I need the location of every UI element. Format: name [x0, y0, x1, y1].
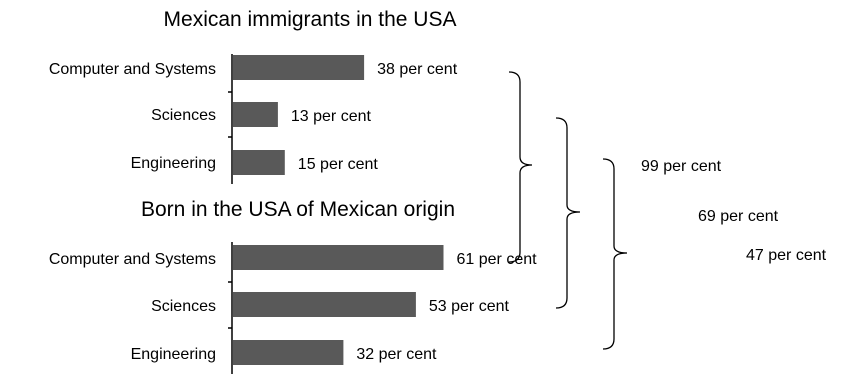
category-label: Computer and Systems	[49, 251, 216, 268]
category-label: Engineering	[131, 346, 216, 363]
total-label-sciences: 69 per cent	[698, 208, 779, 225]
panel-immigrants: Mexican immigrants in the USA Computer a…	[49, 8, 458, 184]
data-label: 15 per cent	[298, 156, 379, 173]
bar-born-usa-engineering	[233, 340, 344, 365]
data-label: 13 per cent	[291, 108, 372, 125]
bracket-engineering	[602, 158, 628, 350]
data-label: 53 per cent	[429, 298, 510, 315]
panel-born-usa: Born in the USA of Mexican origin Comput…	[49, 198, 537, 374]
bracket-computer	[508, 71, 533, 263]
data-label: 61 per cent	[457, 251, 538, 268]
total-label-engineering: 47 per cent	[746, 247, 827, 264]
category-label: Sciences	[151, 107, 216, 124]
data-label: 38 per cent	[377, 61, 458, 78]
data-label: 32 per cent	[356, 346, 437, 363]
bar-born-usa-computer	[233, 245, 444, 270]
chart-title-immigrants: Mexican immigrants in the USA	[164, 8, 457, 31]
bar-immigrants-computer	[233, 55, 365, 80]
total-label-computer: 99 per cent	[641, 158, 722, 175]
bar-immigrants-sciences	[233, 102, 278, 127]
category-label: Sciences	[151, 298, 216, 315]
brackets	[508, 71, 628, 350]
bar-born-usa-sciences	[233, 292, 416, 317]
category-label: Engineering	[131, 155, 216, 172]
bracket-sciences	[555, 117, 581, 309]
category-label: Computer and Systems	[49, 61, 216, 78]
bar-immigrants-engineering	[233, 150, 285, 175]
chart-title-born-usa: Born in the USA of Mexican origin	[141, 198, 455, 221]
